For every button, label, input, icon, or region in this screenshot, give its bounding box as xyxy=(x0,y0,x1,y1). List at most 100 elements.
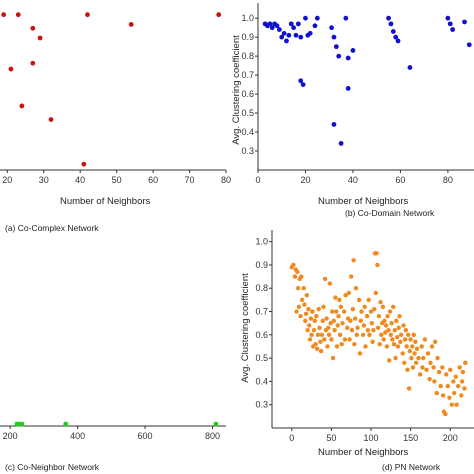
data-point xyxy=(402,360,407,365)
panel-caption: (a) Co-Complex Network xyxy=(5,223,99,233)
data-point xyxy=(30,60,36,66)
panel-pn: 0 50 100 150 200 0.3 0.4 0.5 0.6 0.7 0.8 0.9 1.0 Avg… xyxy=(240,230,474,472)
data-point xyxy=(354,332,359,338)
data-point xyxy=(410,344,415,349)
data-point xyxy=(312,318,317,324)
data-point xyxy=(395,38,401,44)
data-point xyxy=(337,297,342,303)
y-tick-label: 0.8 xyxy=(255,283,268,293)
data-point xyxy=(417,372,423,377)
data-point xyxy=(424,367,429,372)
data-point xyxy=(393,355,398,361)
data-point xyxy=(377,341,382,347)
x-tick-label: 200 xyxy=(443,433,458,443)
data-point xyxy=(403,327,409,333)
data-point xyxy=(308,316,314,321)
data-point xyxy=(312,23,318,29)
axis-ticks: 0 50 100 150 200 0.3 0.4 0.5 0.6 0.7 0.8 0.9 1.0 xyxy=(255,237,457,443)
data-point xyxy=(384,344,390,349)
data-point xyxy=(286,32,292,38)
data-point xyxy=(356,297,362,303)
data-point xyxy=(296,304,302,310)
data-point xyxy=(459,379,465,384)
y-tick-label: 0.4 xyxy=(255,376,268,386)
data-point xyxy=(447,395,452,400)
data-point xyxy=(406,386,412,391)
data-point xyxy=(410,365,416,370)
x-tick-label: 400 xyxy=(70,431,85,441)
data-point xyxy=(408,337,413,342)
data-point xyxy=(365,327,371,333)
data-point xyxy=(445,15,451,21)
x-tick-label: 800 xyxy=(205,431,220,441)
data-point xyxy=(398,332,404,338)
data-point xyxy=(447,21,453,27)
data-point xyxy=(328,320,333,326)
data-point xyxy=(445,383,451,389)
data-point xyxy=(358,318,363,324)
data-point xyxy=(388,21,394,27)
data-point xyxy=(404,344,409,349)
data-point xyxy=(350,307,355,312)
data-point xyxy=(341,309,347,314)
data-point xyxy=(391,341,397,347)
data-point xyxy=(428,360,433,365)
data-point xyxy=(213,421,219,427)
data-point xyxy=(412,351,417,356)
data-point xyxy=(330,309,335,314)
data-point xyxy=(375,325,381,331)
data-point xyxy=(305,327,310,333)
data-point xyxy=(405,367,410,372)
data-point xyxy=(393,34,399,40)
data-point xyxy=(85,12,90,18)
data-point xyxy=(331,318,336,324)
panel-caption: (b) Co-Domain Network xyxy=(345,208,435,218)
x-axis-label: Number of Neighbors xyxy=(60,196,151,207)
data-point xyxy=(19,421,25,427)
data-point xyxy=(294,309,299,314)
data-point xyxy=(434,390,439,396)
y-tick-label: 0.7 xyxy=(241,70,254,80)
data-point xyxy=(394,318,399,324)
data-point xyxy=(321,304,326,310)
data-point xyxy=(307,337,313,342)
data-point xyxy=(375,262,380,268)
panel-caption: (c) Co-Neighbor Network xyxy=(5,462,100,472)
data-point xyxy=(336,53,342,59)
data-points xyxy=(14,421,219,427)
data-point xyxy=(357,351,363,356)
data-point xyxy=(407,65,413,70)
data-point xyxy=(337,332,343,338)
data-point xyxy=(429,344,435,349)
data-point xyxy=(327,281,333,286)
data-point xyxy=(397,313,402,319)
data-point xyxy=(382,318,387,324)
data-point xyxy=(345,325,350,331)
data-point xyxy=(279,34,285,40)
data-point xyxy=(276,27,282,32)
x-ticks: 200 400 600 800 xyxy=(3,426,220,441)
data-points xyxy=(262,15,472,146)
x-tick-label: 0 xyxy=(255,175,260,185)
data-point xyxy=(449,402,455,407)
data-point xyxy=(383,323,389,328)
data-point xyxy=(455,383,461,389)
y-tick-label: 1.0 xyxy=(241,13,254,23)
y-tick-label: 0.5 xyxy=(255,353,268,363)
data-point xyxy=(396,325,401,331)
data-point xyxy=(267,21,273,27)
x-tick-label: 40 xyxy=(348,175,358,185)
data-point xyxy=(310,309,315,314)
data-point xyxy=(390,337,395,342)
data-point xyxy=(325,344,330,349)
data-point xyxy=(81,161,87,167)
data-point xyxy=(349,327,355,333)
y-tick-label: 0.6 xyxy=(255,330,268,340)
data-point xyxy=(390,29,396,34)
data-point xyxy=(349,274,354,279)
y-tick-label: 0.8 xyxy=(241,51,254,61)
data-point xyxy=(366,297,371,303)
x-tick-label: 60 xyxy=(148,175,158,185)
panel-co-domain: 0 20 40 60 80 0.3 0.4 0.5 0.6 0.7 0.8 0.9 1.0 Avg. C… xyxy=(231,3,474,218)
data-point xyxy=(438,383,443,389)
